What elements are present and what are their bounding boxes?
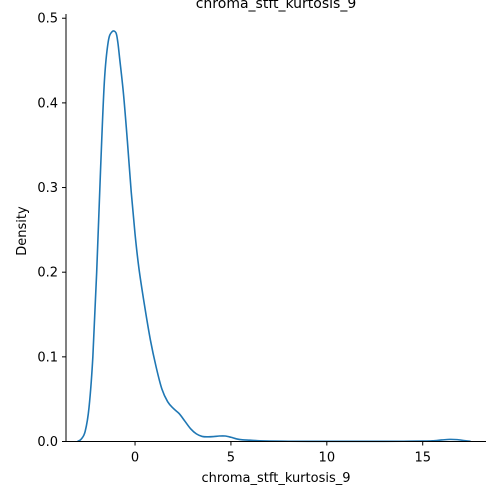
y-tick-label: 0.5 [37,12,58,27]
y-tick-label: 0.2 [37,266,58,281]
x-axis-ticks: 0 5 10 15 [131,441,431,466]
x-axis-label: chroma_stft_kurtosis_9 [201,471,350,486]
y-tick-label: 0.3 [37,181,58,196]
x-tick-label: 0 [131,451,139,466]
x-tick-label: 5 [227,451,235,466]
y-tick-label: 0.4 [37,96,58,111]
x-tick-label: 10 [319,451,336,466]
chart-title: chroma_stft_kurtosis_9 [196,0,357,12]
plot-area [77,30,471,443]
density-curve [77,30,471,443]
y-tick-label: 0.0 [37,435,58,450]
y-axis-label: Density [15,206,30,256]
x-tick-label: 15 [414,451,431,466]
y-tick-label: 0.1 [37,350,58,365]
y-axis-ticks: 0.0 0.1 0.2 0.3 0.4 0.5 [37,12,66,450]
